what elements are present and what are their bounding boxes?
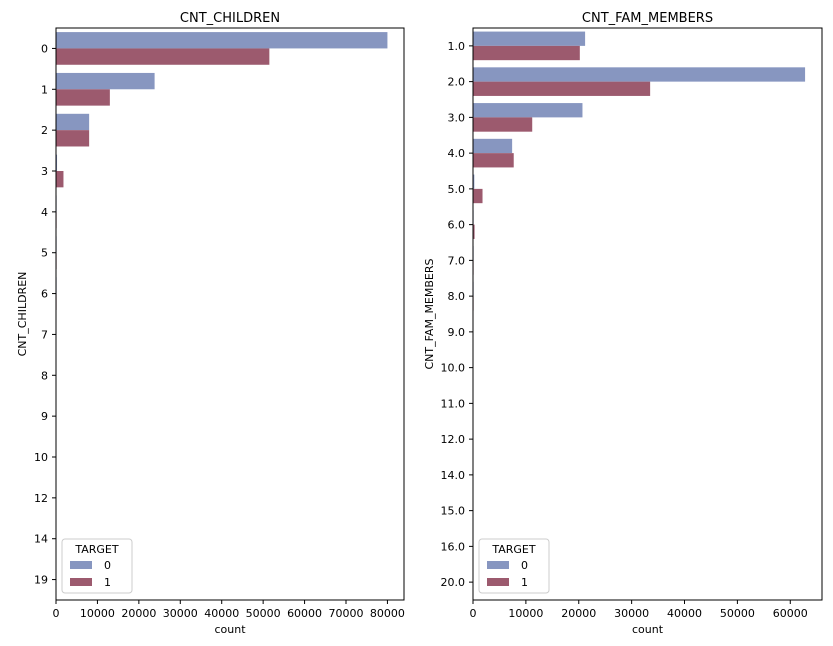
y-tick-label: 14 (34, 533, 48, 546)
bar-1-target-1 (56, 89, 110, 106)
legend-swatch-target-0 (70, 561, 92, 569)
y-tick-label: 3.0 (448, 111, 466, 124)
y-tick-label: 10 (34, 451, 48, 464)
y-axis-label: CNT_CHILDREN (16, 272, 29, 357)
legend-swatch-target-1 (70, 578, 92, 586)
x-tick-label: 40000 (667, 607, 702, 620)
y-tick-label: 7 (41, 328, 48, 341)
bar-1.0-target-1 (473, 45, 580, 61)
x-tick-label: 80000 (370, 607, 405, 620)
bar-1.0-target-0 (473, 31, 586, 46)
y-tick-label: 12 (34, 492, 48, 505)
bar-2.0-target-1 (473, 81, 651, 96)
legend-label-target-1: 1 (521, 576, 528, 589)
x-tick-label: 50000 (246, 607, 281, 620)
y-tick-label: 12.0 (441, 433, 466, 446)
y-tick-label: 1.0 (448, 40, 466, 53)
y-tick-label: 5 (41, 247, 48, 260)
bar-3-target-0 (56, 154, 58, 171)
x-tick-label: 20000 (121, 607, 156, 620)
bar-0-target-0 (56, 32, 388, 49)
bar-2-target-0 (56, 113, 90, 131)
plot-frame (472, 27, 823, 601)
y-tick-label: 15.0 (441, 505, 466, 518)
y-tick-label: 3 (41, 165, 48, 178)
x-axis-label: count (632, 623, 664, 636)
x-tick-label: 0 (470, 607, 477, 620)
legend: TARGET 0 1 (478, 538, 550, 594)
bar-5.0-target-1 (473, 188, 483, 204)
plot-frame (55, 27, 405, 601)
y-tick-label: 5.0 (448, 183, 466, 196)
y-tick-label: 2 (41, 124, 48, 137)
y-tick-label: 8 (41, 369, 48, 382)
legend-label-target-0: 0 (521, 559, 528, 572)
x-tick-label: 60000 (287, 607, 322, 620)
chart-panel-2: 1.0 2.0 3.0 4.0 5.0 6.0 7.0 8.0 9.0 10.0 11.0 12.0 1… (423, 11, 823, 636)
x-tick-label: 10000 (508, 607, 543, 620)
y-tick-label: 2.0 (448, 76, 466, 89)
y-tick-label: 4.0 (448, 147, 466, 160)
y-tick-label: 0 (41, 42, 48, 55)
x-tick-label: 0 (53, 607, 60, 620)
bar-2.0-target-0 (473, 67, 806, 82)
x-axis-label: count (214, 623, 246, 636)
chart-title: CNT_CHILDREN (180, 11, 280, 26)
y-tick-label: 6 (41, 288, 48, 301)
y-tick-label: 10.0 (441, 362, 466, 375)
bar-1-target-0 (56, 72, 155, 90)
bar-3-target-1 (56, 171, 64, 188)
x-tick-label: 30000 (163, 607, 198, 620)
x-tick-label: 10000 (80, 607, 115, 620)
bar-3.0-target-1 (473, 117, 533, 132)
legend: TARGET 0 1 (61, 538, 133, 594)
legend-title: TARGET (491, 543, 536, 556)
bar-2-target-1 (56, 130, 90, 147)
x-tick-label: 60000 (773, 607, 808, 620)
y-tick-label: 9 (41, 410, 48, 423)
y-tick-label: 4 (41, 206, 48, 219)
legend-title: TARGET (74, 543, 119, 556)
y-axis-label: CNT_FAM_MEMBERS (423, 258, 436, 369)
bar-3.0-target-0 (473, 103, 583, 118)
x-tick-label: 70000 (329, 607, 364, 620)
legend-label-target-0: 0 (104, 559, 111, 572)
legend-swatch-target-0 (487, 561, 509, 569)
legend-swatch-target-1 (487, 578, 509, 586)
bar-4.0-target-0 (473, 138, 513, 154)
y-tick-label: 9.0 (448, 326, 466, 339)
y-tick-label: 6.0 (448, 219, 466, 232)
x-tick-label: 40000 (204, 607, 239, 620)
y-tick-label: 14.0 (441, 469, 466, 482)
y-tick-label: 16.0 (441, 540, 466, 553)
bar-6.0-target-1 (473, 224, 475, 239)
bar-4.0-target-1 (473, 153, 514, 168)
x-tick-label: 50000 (720, 607, 755, 620)
y-tick-label: 8.0 (448, 290, 466, 303)
y-tick-label: 1 (41, 83, 48, 96)
y-tick-label: 20.0 (441, 576, 466, 589)
y-tick-label: 19 (34, 574, 48, 587)
bar-0-target-1 (56, 48, 270, 65)
chart-title: CNT_FAM_MEMBERS (582, 11, 713, 26)
x-tick-label: 20000 (561, 607, 596, 620)
bar-5.0-target-0 (473, 174, 475, 189)
legend-label-target-1: 1 (104, 576, 111, 589)
y-tick-label: 7.0 (448, 254, 466, 267)
y-tick-label: 11.0 (441, 397, 466, 410)
x-tick-label: 30000 (614, 607, 649, 620)
